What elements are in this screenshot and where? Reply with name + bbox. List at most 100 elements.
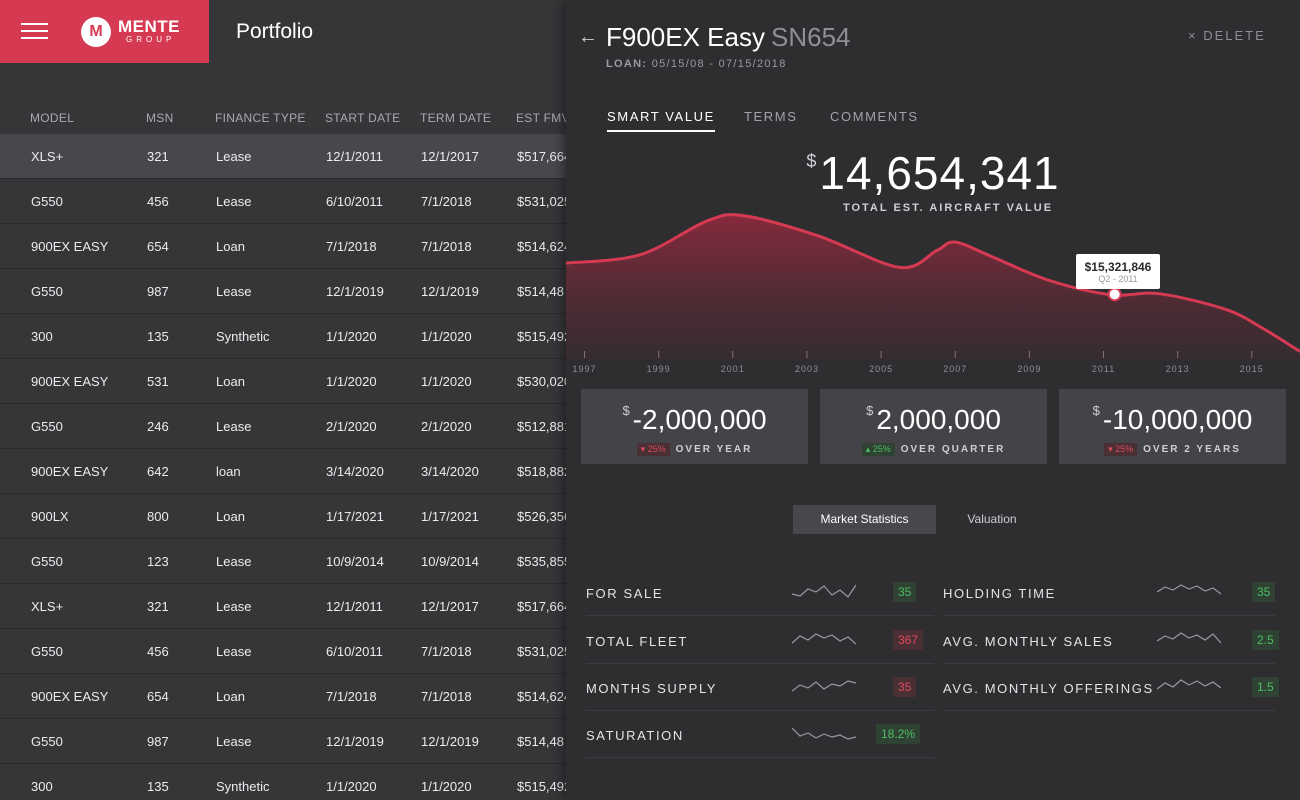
change-card-two-years: $ -10,000,000 ▾ 25% OVER 2 YEARS [1059, 389, 1286, 464]
table-row[interactable]: G550 987 Lease 12/1/2019 12/1/2019 $514,48 [0, 719, 566, 764]
tab-smart-value[interactable]: SMART VALUE [607, 109, 715, 132]
value-line [566, 213, 1300, 353]
change-badge: ▾ 25% [636, 443, 670, 456]
arrow-left-icon[interactable]: ← [578, 26, 598, 48]
table-row[interactable]: G550 456 Lease 6/10/2011 7/1/2018 $531,025 [0, 629, 566, 674]
table-row[interactable]: G550 123 Lease 10/9/2014 10/9/2014 $535,855 [0, 539, 566, 584]
model-cell: G550 [31, 194, 63, 209]
table-row[interactable]: XLS+ 321 Lease 12/1/2011 12/1/2017 $517,664 [0, 134, 566, 179]
x-tick-label: 2015 [1240, 364, 1264, 374]
table-row[interactable]: 900EX EASY 531 Loan 1/1/2020 1/1/2020 $530,02… [0, 359, 566, 404]
start-date-cell: 12/1/2019 [326, 734, 384, 749]
table-row[interactable]: 900EX EASY 642 loan 3/14/2020 3/14/2020 $518,… [0, 449, 566, 494]
change-value: -10,000,000 [1102, 404, 1253, 435]
sparkline [792, 727, 856, 740]
finance-type-cell: Lease [216, 419, 252, 434]
stat-value-badge: 1.5 [1252, 677, 1279, 697]
highlight-point[interactable] [1107, 287, 1122, 302]
x-tick-label: 2001 [721, 364, 745, 374]
model-cell: G550 [31, 419, 63, 434]
column-header[interactable]: MODEL [30, 111, 75, 125]
sparkline-line [1157, 632, 1221, 644]
valuation-toggle[interactable]: Valuation [967, 512, 1017, 526]
start-date-cell: 7/1/2018 [326, 689, 377, 704]
aircraft-serial: SN654 [770, 22, 851, 52]
term-date-cell: 12/1/2019 [421, 284, 479, 299]
est-fmv-cell: $535,855 [517, 554, 566, 569]
total-value: $14,654,341 [566, 146, 1300, 200]
start-date-cell: 6/10/2011 [326, 644, 383, 659]
x-axis-labels: 1997 1999 2001 2003 2005 2007 2009 2011 2013 2015 [573, 364, 1264, 374]
change-label: OVER QUARTER [900, 444, 1006, 455]
table-row[interactable]: 900EX EASY 654 Loan 7/1/2018 7/1/2018 $514,62… [0, 674, 566, 719]
finance-type-cell: Loan [216, 509, 245, 524]
delete-button[interactable]: × DELETE [1188, 28, 1266, 43]
loan-period: LOAN: 05/15/08 - 07/15/2018 [606, 58, 787, 70]
market-statistics-toggle[interactable]: Market Statistics [793, 505, 936, 534]
model-cell: G550 [31, 734, 63, 749]
tab-comments[interactable]: COMMENTS [830, 109, 919, 124]
stat-label: SATURATION [586, 728, 684, 743]
change-badge: ▴ 25% [861, 443, 895, 456]
term-date-cell: 12/1/2017 [421, 149, 479, 164]
change-card-quarter: $2,000,000 ▴ 25% OVER QUARTER [820, 389, 1047, 464]
stat-row: AVG. MONTHLY OFFERINGS 1.5 [943, 665, 1279, 711]
est-fmv-cell: $530,020 [517, 374, 566, 389]
stat-value-badge: 367 [893, 630, 924, 650]
table-row[interactable]: 300 135 Synthetic 1/1/2020 1/1/2020 $515,492 [0, 764, 566, 800]
est-fmv-cell: $531,025 [517, 194, 566, 209]
sparkline [792, 680, 856, 692]
msn-cell: 654 [147, 239, 169, 254]
x-tick-label: 1997 [573, 364, 597, 374]
term-date-cell: 2/1/2020 [421, 419, 472, 434]
column-header[interactable]: MSN [146, 111, 174, 125]
finance-type-cell: Lease [216, 644, 252, 659]
table-row[interactable]: 900LX 800 Loan 1/17/2021 1/17/2021 $526,356 [0, 494, 566, 539]
table-row[interactable]: G550 987 Lease 12/1/2019 12/1/2019 $514,48 [0, 269, 566, 314]
menu-icon[interactable] [21, 23, 48, 40]
start-date-cell: 12/1/2011 [326, 149, 383, 164]
stat-row: FOR SALE 35 [586, 570, 934, 616]
sparkline-line [792, 727, 856, 740]
currency-symbol: $ [1092, 403, 1100, 418]
table-row[interactable]: XLS+ 321 Lease 12/1/2011 12/1/2017 $517,664 [0, 584, 566, 629]
total-value-amount: 14,654,341 [819, 147, 1060, 199]
model-cell: G550 [31, 644, 63, 659]
brand-header: M MENTE GROUP [0, 0, 209, 63]
table-row[interactable]: G550 456 Lease 6/10/2011 7/1/2018 $531,025 [0, 179, 566, 224]
msn-cell: 456 [147, 644, 169, 659]
term-date-cell: 1/1/2020 [421, 329, 472, 344]
finance-type-cell: Lease [216, 599, 252, 614]
msn-cell: 987 [147, 734, 169, 749]
tooltip-date: Q2 - 2011 [1098, 274, 1138, 284]
finance-type-cell: Synthetic [216, 779, 270, 794]
msn-cell: 135 [147, 329, 169, 344]
change-label: OVER 2 YEARS [1143, 444, 1241, 455]
value-area [566, 214, 1300, 360]
tab-terms[interactable]: TERMS [744, 109, 798, 124]
x-tick-label: 2007 [943, 364, 967, 374]
column-header[interactable]: TERM DATE [420, 111, 492, 125]
currency-symbol: $ [622, 403, 630, 418]
est-fmv-cell: $514,624 [517, 239, 566, 254]
sparkline-line [792, 680, 856, 692]
msn-cell: 531 [147, 374, 169, 389]
currency-symbol: $ [806, 151, 818, 171]
term-date-cell: 10/9/2014 [421, 554, 479, 569]
column-header[interactable]: FINANCE TYPE [215, 111, 306, 125]
stat-value-badge: 35 [1252, 582, 1276, 602]
model-cell: 300 [31, 329, 53, 344]
table-row[interactable]: G550 246 Lease 2/1/2020 2/1/2020 $512,881 [0, 404, 566, 449]
table-row[interactable]: 900EX EASY 654 Loan 7/1/2018 7/1/2018 $514,62… [0, 224, 566, 269]
msn-cell: 456 [147, 194, 169, 209]
column-header[interactable]: EST FMV [516, 111, 566, 125]
table-row[interactable]: 300 135 Synthetic 1/1/2020 1/1/2020 $515,492 [0, 314, 566, 359]
column-header[interactable]: START DATE [325, 111, 401, 125]
msn-cell: 642 [147, 464, 169, 479]
start-date-cell: 2/1/2020 [326, 419, 377, 434]
model-cell: 900EX EASY [31, 464, 109, 479]
est-fmv-cell: $517,664 [517, 149, 566, 164]
page-title: Portfolio [236, 20, 314, 43]
model-cell: G550 [31, 554, 63, 569]
value-chart[interactable]: 1997 1999 2001 2003 2005 2007 2009 2011 2013 2015 [566, 200, 1300, 380]
